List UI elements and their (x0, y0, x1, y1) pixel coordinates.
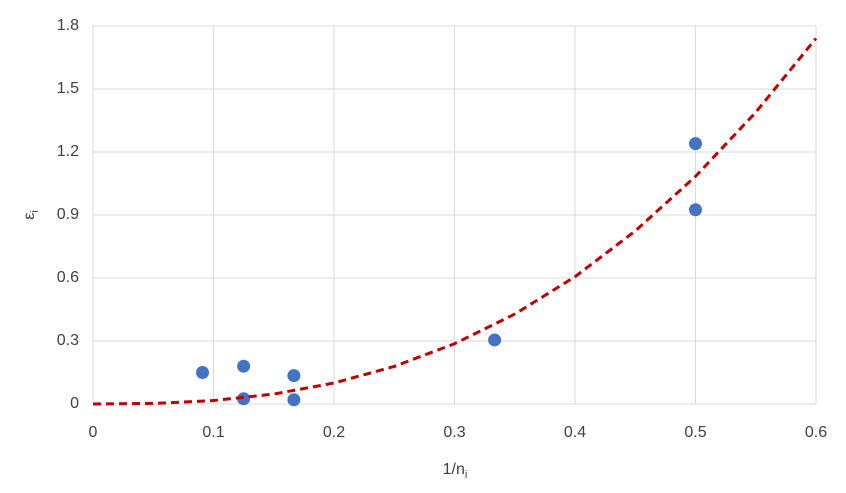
y-axis-title: εi (21, 210, 41, 220)
y-tick-label: 1.8 (57, 17, 79, 34)
x-axis-title-sub: i (465, 469, 467, 481)
y-axis-title-main: ε (21, 213, 38, 220)
x-axis-title-main: 1/n (443, 461, 465, 478)
x-tick-label: 0 (89, 424, 98, 441)
point (196, 366, 210, 379)
x-tick-label: 0.6 (805, 424, 827, 441)
y-tick-label: 0.9 (57, 206, 79, 223)
point (488, 333, 502, 347)
y-tick-label: 0.3 (57, 332, 79, 349)
y-axis-title-sub: i (29, 210, 41, 212)
point (287, 393, 301, 407)
point (689, 203, 702, 217)
y-tick-label: 1.2 (57, 143, 79, 160)
x-tick-label: 0.4 (564, 424, 586, 441)
x-tick-label: 0.3 (443, 424, 465, 441)
point (237, 359, 251, 373)
x-tick-label: 0.1 (202, 424, 224, 441)
y-tick-label: 0.6 (57, 269, 79, 286)
x-axis-title: 1/ni (443, 461, 468, 481)
y-tick-label: 1.5 (57, 80, 79, 97)
point (689, 137, 702, 151)
x-tick-label: 0.2 (323, 424, 345, 441)
point (287, 369, 301, 383)
x-tick-label: 0.5 (684, 424, 706, 441)
y-tick-label: 0 (70, 395, 79, 412)
trendline (92, 37, 818, 406)
